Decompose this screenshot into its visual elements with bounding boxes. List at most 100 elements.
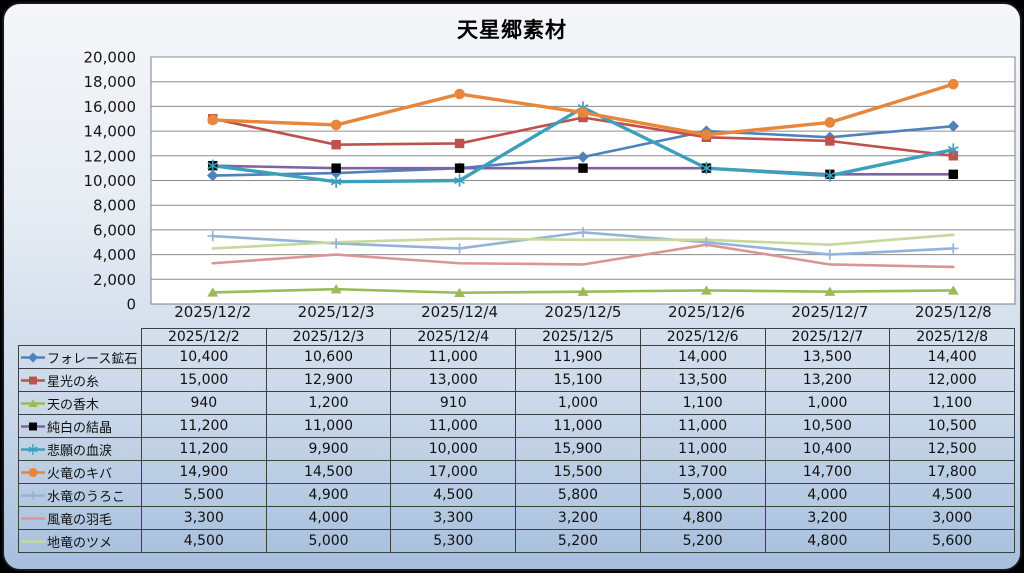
plus-marker-icon: [824, 249, 836, 260]
square-marker-icon: [331, 163, 341, 173]
asterisk-marker-icon: [454, 174, 465, 187]
value-cell: 14,000: [639, 345, 766, 369]
value-cell: 3,300: [141, 506, 267, 530]
legend-marker-icon: [21, 467, 45, 477]
value-cell: 12,900: [265, 368, 392, 392]
triangle-marker-icon: [947, 285, 959, 295]
value-cell: 13,500: [639, 368, 766, 392]
date-header-cell: 2025/12/5: [515, 328, 641, 346]
value-cell: 10,400: [764, 437, 891, 461]
value-cell: 4,500: [889, 483, 1015, 507]
value-cell: 17,000: [390, 460, 517, 484]
square-marker-icon: [578, 163, 588, 173]
circle-marker-icon: [701, 129, 712, 141]
y-axis-tick-label: 2,000: [93, 271, 136, 289]
value-cell: 15,000: [141, 368, 267, 392]
date-header-cell: 2025/12/2: [141, 328, 267, 346]
value-cell: 1,000: [515, 391, 641, 415]
value-cell: 5,200: [515, 529, 641, 553]
table-row: 星光の糸 15,000 12,900 13,000 15,100 13,500 13,200…: [18, 368, 1015, 392]
value-cell: 10,500: [889, 414, 1015, 438]
triangle-marker-icon: [454, 287, 466, 297]
y-axis-tick-label: 20,000: [84, 49, 137, 67]
legend-marker-icon: [21, 539, 45, 543]
date-header-cell: 2025/12/7: [764, 328, 891, 346]
value-cell: 5,200: [639, 529, 766, 553]
value-cell: 3,200: [764, 506, 891, 530]
value-cell: 4,500: [390, 483, 517, 507]
y-axis-tick-label: 4,000: [93, 246, 136, 264]
value-cell: 15,100: [515, 368, 641, 392]
value-cell: 15,900: [515, 437, 641, 461]
y-axis-tick-label: 12,000: [84, 147, 137, 165]
circle-marker-icon: [28, 467, 38, 477]
legend-marker-icon: [21, 352, 45, 362]
table-row: 地竜のツメ 4,500 5,000 5,300 5,200 5,200 4,800 5,600: [18, 529, 1015, 553]
value-cell: 1,100: [639, 391, 766, 415]
table-corner-blank: [19, 329, 142, 346]
plus-marker-icon: [28, 490, 38, 500]
diamond-marker-icon: [207, 169, 219, 182]
value-cell: 14,700: [764, 460, 891, 484]
y-axis-tick-label: 18,000: [84, 73, 137, 91]
series-line-7: [211, 243, 955, 269]
square-marker-icon: [29, 376, 37, 384]
value-cell: 15,500: [515, 460, 641, 484]
x-axis-tick-label: 2025/12/3: [298, 303, 375, 321]
legend-cell: 水竜のうろこ: [18, 483, 142, 507]
y-axis-tick-label: 14,000: [84, 123, 137, 141]
triangle-marker-icon: [207, 287, 219, 297]
value-cell: 4,000: [764, 483, 891, 507]
value-cell: 1,000: [764, 391, 891, 415]
value-cell: 10,500: [764, 414, 891, 438]
value-cell: 11,200: [141, 437, 267, 461]
table-row: 火竜のキバ 14,900 14,500 17,000 15,500 13,700 14,70…: [18, 460, 1015, 484]
table-row: 純白の結晶 11,200 11,000 11,000 11,000 11,000 10,50…: [18, 414, 1015, 438]
y-axis-tick-label: 8,000: [93, 197, 136, 215]
plus-marker-icon: [947, 243, 959, 254]
value-cell: 5,300: [390, 529, 517, 553]
circle-marker-icon: [454, 88, 465, 100]
legend-cell: 純白の結晶: [18, 414, 142, 438]
legend-cell: 星光の糸: [18, 368, 142, 392]
value-cell: 14,500: [265, 460, 392, 484]
value-cell: 9,900: [265, 437, 392, 461]
line-chart: 0 2,000 4,000 6,000 8,000 10,000 12,000 14,000 1…: [84, 49, 1016, 321]
table-row: 風竜の羽毛 3,300 4,000 3,300 3,200 4,800 3,200 3,000: [18, 506, 1015, 530]
legend-label: 地竜のツメ: [47, 535, 113, 551]
x-axis-tick-label: 2025/12/6: [668, 303, 745, 321]
plus-marker-icon: [207, 230, 219, 242]
triangle-marker-icon: [824, 286, 836, 296]
legend-cell: 風竜の羽毛: [18, 506, 142, 530]
square-marker-icon: [454, 138, 465, 149]
value-cell: 4,800: [639, 506, 766, 530]
triangle-marker-icon: [577, 286, 589, 296]
value-cell: 3,200: [515, 506, 641, 530]
legend-label: 風竜の羽毛: [47, 512, 113, 528]
legend-marker-icon: [21, 490, 45, 500]
value-cell: 1,100: [889, 391, 1015, 415]
value-cell: 940: [141, 391, 267, 415]
value-cell: 13,200: [764, 368, 891, 392]
table-row: 悲願の血涙 11,200 9,900 10,000 15,900 11,000 10,400…: [18, 437, 1015, 461]
value-cell: 4,900: [265, 483, 392, 507]
value-cell: 12,000: [889, 368, 1015, 392]
circle-marker-icon: [577, 107, 589, 118]
legend-cell: 天の香木: [18, 391, 142, 415]
legend-marker-icon: [21, 422, 45, 430]
legend-cell: フォレース鉱石: [18, 345, 142, 369]
legend-marker-icon: [21, 376, 45, 384]
value-cell: 5,600: [889, 529, 1015, 553]
value-cell: 3,000: [889, 506, 1015, 530]
legend-label: 火竜のキバ: [47, 466, 113, 482]
table-row: 天の香木 940 1,200 910 1,000 1,100 1,000 1,100: [18, 391, 1015, 415]
value-cell: 14,900: [141, 460, 267, 484]
value-cell: 10,000: [390, 437, 517, 461]
value-cell: 4,800: [764, 529, 891, 553]
triangle-marker-icon: [330, 284, 342, 294]
triangle-marker-icon: [28, 398, 38, 407]
date-header-cell: 2025/12/4: [390, 328, 517, 346]
data-table-body: 2025/12/2 2025/12/3 2025/12/4 2025/12/5 2025…: [18, 328, 1015, 553]
date-header-cell: 2025/12/6: [639, 328, 766, 346]
